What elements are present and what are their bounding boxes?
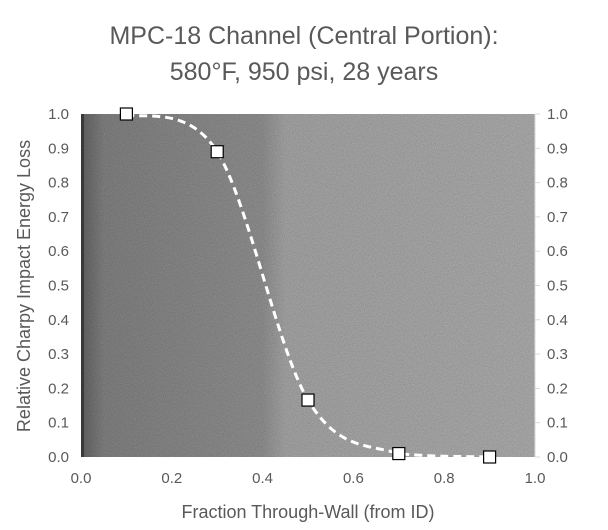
x-tick-label: 0.2 <box>161 470 182 487</box>
secondary-y-tick-label: 0.9 <box>547 140 568 157</box>
secondary-y-tick-label: 0.0 <box>547 449 568 466</box>
y-tick-label: 0.5 <box>48 278 69 295</box>
chart-title-line-1: MPC-18 Channel (Central Portion): <box>109 22 499 50</box>
y-axis-label: Relative Charpy Impact Energy Loss <box>14 140 34 432</box>
y-tick-label: 0.4 <box>48 312 69 329</box>
secondary-y-tick-label: 0.3 <box>547 346 568 363</box>
data-point-marker <box>392 446 406 461</box>
plot-left-edge <box>81 114 84 457</box>
y-tick-label: 0.7 <box>48 209 69 226</box>
secondary-y-tick-label: 0.6 <box>547 243 568 260</box>
data-point-marker <box>301 393 315 407</box>
secondary-y-tick-label: 0.2 <box>547 380 568 397</box>
y-tick-label: 0.3 <box>48 346 69 363</box>
y-tick-label: 0.9 <box>48 140 69 157</box>
data-point-marker <box>483 450 497 464</box>
y-tick-label: 0.8 <box>48 175 69 192</box>
secondary-y-tick-label: 0.1 <box>547 415 568 432</box>
data-point-marker <box>119 107 134 121</box>
y-tick-label: 1.0 <box>48 106 69 123</box>
series-line <box>125 112 490 459</box>
secondary-y-tick-label: 0.4 <box>547 312 568 329</box>
secondary-y-tick-label: 0.7 <box>547 209 568 226</box>
secondary-y-tick-label: 0.5 <box>547 278 568 295</box>
y-tick-label: 0.1 <box>48 415 69 432</box>
x-tick-label: 0.4 <box>252 470 273 487</box>
secondary-y-tick-label: 1.0 <box>547 106 568 123</box>
x-axis-label: Fraction Through-Wall (from ID) <box>181 502 434 522</box>
x-tick-label: 0.6 <box>343 470 364 487</box>
data-point-marker <box>210 145 224 159</box>
y-tick-label: 0.0 <box>48 449 69 466</box>
x-tick-label: 0.8 <box>434 470 455 487</box>
secondary-y-tick-label: 0.8 <box>547 175 568 192</box>
x-tick-label: 1.0 <box>525 470 546 487</box>
y-tick-label: 0.6 <box>48 243 69 260</box>
chart-title-line-2: 580°F, 950 psi, 28 years <box>169 58 439 86</box>
x-tick-label: 0.0 <box>71 470 92 487</box>
y-tick-label: 0.2 <box>48 380 69 397</box>
